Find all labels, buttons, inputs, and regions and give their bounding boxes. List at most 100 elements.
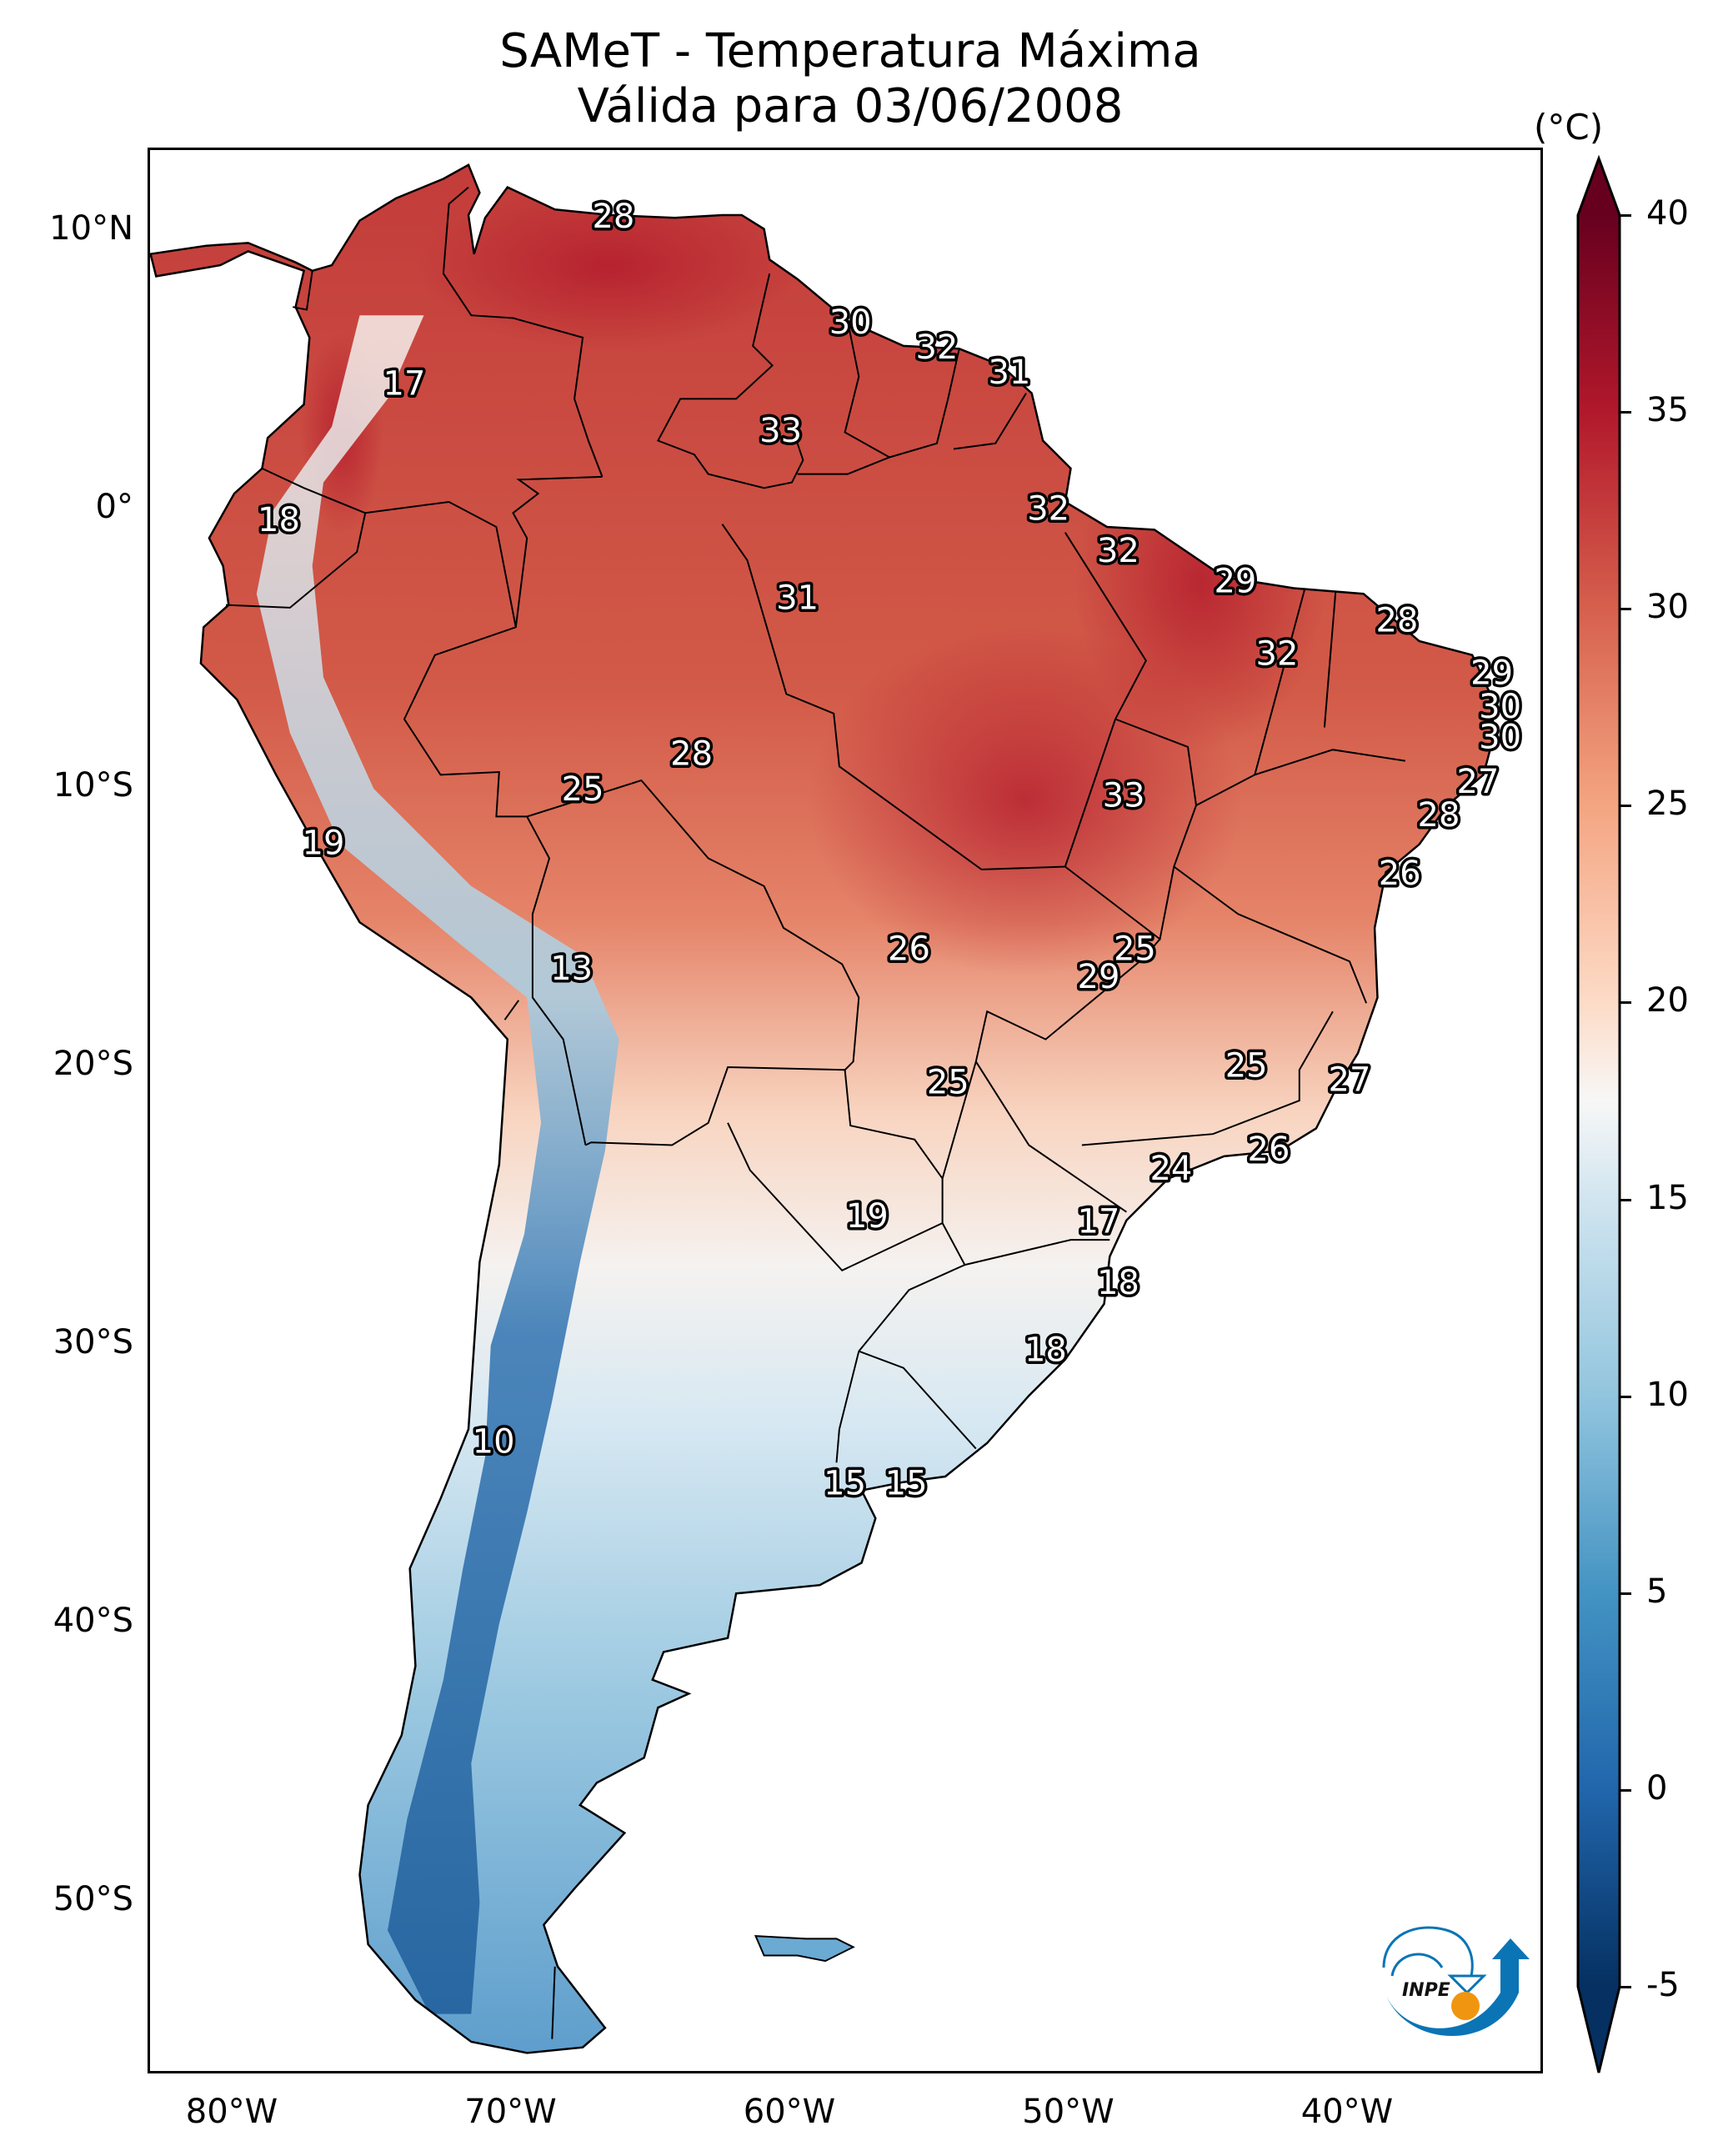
longitude-tick-label: 80°W [185, 2093, 278, 2131]
station-temperature-label: 29 [1214, 563, 1256, 601]
station-temperature-label: 15 [885, 1465, 928, 1503]
station-temperature-label: 25 [1225, 1047, 1268, 1086]
border-line [403, 475, 603, 1146]
station-temperature-label: 32 [915, 328, 958, 367]
colorbar-tick-mark [1620, 1001, 1631, 1005]
colorbar-tick-mark [1620, 1592, 1631, 1595]
station-temperature-label: 13 [550, 950, 593, 988]
station-temperature-label: 18 [1024, 1331, 1067, 1369]
border-line [1323, 590, 1337, 728]
border-line [974, 938, 1161, 1062]
colorbar-tick-mark [1620, 1986, 1631, 1988]
hot-core-venezuela [417, 183, 800, 350]
latitude-tick-label: 20°S [53, 1045, 133, 1083]
border-line [964, 1239, 1110, 1266]
longitude-tick-label: 40°W [1300, 2093, 1394, 2131]
colorbar-tick-mark [1620, 214, 1631, 217]
station-temperature-label: 32 [1097, 532, 1139, 570]
latitude-tick-label: 50°S [53, 1880, 133, 1918]
station-temperature-label: 31 [988, 353, 1030, 392]
logo-arrow-down-icon [1447, 1974, 1487, 1995]
border-line [1254, 588, 1306, 775]
longitude-tick-label: 60°W [743, 2093, 836, 2131]
longitude-tick-label: 70°W [464, 2093, 557, 2131]
chart-title: SAMeT - Temperatura Máxima [499, 24, 1201, 78]
border-line [844, 320, 890, 459]
station-temperature-label: 15 [824, 1465, 866, 1503]
station-temperature-label: 28 [670, 735, 713, 774]
station-temperature-label: 30 [829, 303, 872, 342]
station-temperature-label: 18 [1097, 1264, 1139, 1302]
colorbar-tick-label: 30 [1646, 588, 1689, 627]
colorbar-bar [1576, 154, 1621, 2073]
border-line [1173, 865, 1368, 1004]
station-temperature-label: 19 [846, 1197, 889, 1236]
border-line [1081, 1010, 1334, 1146]
colorbar-tick-label: -5 [1646, 1966, 1680, 2004]
chart-subtitle: Válida para 03/06/2008 [577, 79, 1124, 133]
border-line [858, 1222, 966, 1352]
station-temperature-label: 25 [927, 1064, 969, 1102]
border-line [585, 1065, 845, 1146]
station-temperature-label: 29 [1078, 958, 1120, 996]
station-temperature-label: 29 [1470, 654, 1513, 693]
latitude-tick-label: 10°N [49, 209, 133, 248]
border-line [526, 779, 860, 1071]
border-line [721, 524, 1147, 870]
colorbar-tick-mark [1620, 1395, 1631, 1398]
longitude-tick-label: 50°W [1022, 2093, 1114, 2131]
border-line [797, 348, 960, 475]
station-temperature-label: 25 [1114, 930, 1156, 968]
latitude-tick-label: 30°S [53, 1323, 133, 1361]
colorbar-tick-label: 15 [1646, 1178, 1689, 1217]
station-temperature-label: 28 [1375, 601, 1418, 639]
station-temperature-label: 10 [473, 1423, 515, 1462]
logo-orange-dot [1451, 1992, 1480, 2020]
station-temperature-label: 26 [888, 930, 930, 968]
colorbar-tick-mark [1620, 805, 1631, 808]
colorbar-tick-label: 5 [1646, 1572, 1668, 1611]
falkland-islands [754, 1935, 855, 1963]
station-temperature-label: 25 [562, 770, 604, 809]
station-temperature-label: 31 [776, 579, 819, 618]
border-line [1195, 749, 1406, 806]
station-temperature-label: 28 [592, 198, 634, 236]
logo-text: INPE [1402, 1980, 1450, 2001]
border-line [1064, 718, 1198, 941]
latitude-tick-label: 10°S [53, 766, 133, 805]
inpe-logo: INPE [1382, 1926, 1530, 2037]
colorbar-unit-label: (°C) [1534, 107, 1604, 148]
station-temperature-label: 33 [1103, 777, 1145, 815]
border-line [551, 1966, 556, 2039]
border-line [941, 1061, 977, 1179]
border-line [225, 467, 367, 609]
border-line [365, 500, 517, 628]
border-line [835, 1351, 860, 1463]
station-temperature-label: 30 [1479, 688, 1521, 726]
latitude-tick-label: 0° [95, 488, 133, 526]
colorbar-tick-label: 0 [1646, 1768, 1668, 1808]
coastline [150, 163, 1496, 2054]
map-plot-area: 28 30 32 31 17 33 18 32 32 31 29 28 32 29 30 30 27 28 25 33… [148, 148, 1543, 2073]
border-line [858, 1350, 977, 1450]
border-line [503, 1000, 520, 1020]
logo-swoosh-arrow-icon [1384, 1938, 1530, 2037]
station-temperature-label: 27 [1456, 763, 1499, 801]
colorbar-tick-mark [1620, 411, 1631, 414]
latitude-tick-label: 40°S [53, 1602, 133, 1640]
station-temperature-label: 18 [258, 501, 300, 539]
colorbar-tick-mark [1620, 1198, 1631, 1201]
border-line [974, 1060, 1127, 1213]
border-line [727, 1070, 944, 1272]
station-temperature-label: 19 [303, 825, 345, 863]
station-temperature-label: 26 [1248, 1131, 1290, 1169]
station-temperature-label: 24 [1150, 1150, 1192, 1188]
colorbar [1576, 154, 1621, 2073]
hot-core-maranhao [1075, 417, 1325, 750]
station-temperature-label: 17 [383, 364, 426, 403]
station-temperature-label: 33 [759, 412, 802, 450]
colorbar-tick-label: 40 [1646, 194, 1689, 233]
station-temperature-label: 26 [1379, 855, 1421, 893]
